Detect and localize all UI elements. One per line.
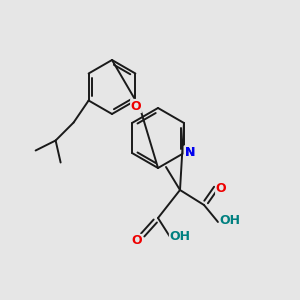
Text: OH: OH	[220, 214, 241, 226]
Text: O: O	[131, 100, 141, 112]
Text: O: O	[132, 235, 142, 248]
Text: OH: OH	[169, 230, 190, 244]
Text: O: O	[216, 182, 226, 194]
Text: N: N	[185, 146, 195, 160]
Text: N: N	[185, 146, 195, 160]
